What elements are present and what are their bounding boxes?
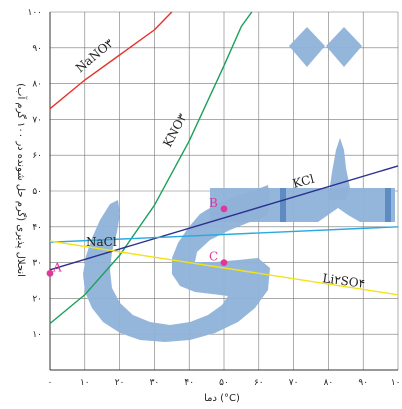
x-tick-label: ۶۰: [254, 378, 264, 388]
y-tick-label: ۳۰: [32, 259, 42, 269]
y-tick-label: ۱۰۰: [27, 8, 42, 18]
series-label-li2so4: Li۲SO۴: [322, 271, 366, 291]
axes: [49, 12, 398, 371]
x-tick-label: ۱۰: [80, 378, 90, 388]
x-tick-label: ۰: [48, 378, 53, 388]
watermark-bump-shape: [328, 138, 350, 200]
x-tick-label: ۹۰: [358, 378, 368, 388]
series-label-nacl: NaCl: [86, 235, 117, 249]
watermark-shapes: [83, 27, 395, 342]
series-line-1: [49, 11, 253, 325]
series-line-4: [49, 240, 399, 296]
series-line-0: [49, 11, 173, 110]
x-tick-label: ۵۰: [219, 378, 229, 388]
point-a-marker: [46, 269, 54, 277]
y-tick-label: ۶۰: [32, 151, 42, 161]
watermark-diamond-left: [289, 27, 325, 67]
tick-labels: ۰ ۱۰ ۲۰ ۳۰ ۴۰ ۵۰ ۶۰ ۷۰ ۸۰ ۹۰ ۱۰۰ ۱۰ ۲۰ ۳۰ ۴۰ ۵۰ ۶۰ ۷۰ ۸۰ ۹۰…: [27, 8, 402, 388]
watermark-letter-shape: [83, 185, 270, 342]
y-tick-label: ۲۰: [32, 294, 42, 304]
series-label-kno3: KNO۳: [160, 111, 189, 150]
y-tick-label: ۵۰: [32, 187, 42, 197]
y-tick-label: ۴۰: [32, 223, 42, 233]
point-b-label: B: [209, 196, 218, 210]
series-lines: [49, 11, 399, 325]
series-label-kcl: KCl: [291, 172, 316, 191]
watermark-diamond-right: [326, 27, 362, 67]
series-line-3: [49, 226, 399, 243]
y-tick-label: ۱۰: [32, 330, 42, 340]
x-tick-label: ۴۰: [184, 378, 194, 388]
point-c-label: C: [209, 250, 218, 264]
point-b-marker: [220, 205, 228, 213]
watermark-band-shape: [210, 188, 395, 222]
x-axis-title: دما (°C): [204, 393, 240, 404]
point-c-marker: [220, 259, 228, 266]
x-tick-label: ۱۰۰: [391, 378, 402, 388]
marked-points: A B C: [46, 196, 228, 277]
x-tick-label: ۷۰: [289, 378, 299, 388]
x-tick-label: ۲۰: [115, 378, 125, 388]
y-tick-label: ۸۰: [32, 80, 42, 90]
watermark-bar-2: [385, 188, 391, 222]
watermark-bar-1: [280, 188, 286, 222]
series-label-nano3: NaNO۳: [73, 36, 116, 76]
x-tick-label: ۸۰: [324, 378, 334, 388]
y-tick-label: ۷۰: [32, 115, 42, 125]
series-labels: NaNO۳ KNO۳ KCl NaCl Li۲SO۴: [73, 36, 366, 291]
series-line-2: [49, 165, 399, 271]
x-tick-label: ۳۰: [150, 378, 160, 388]
point-a-label: A: [52, 260, 62, 274]
y-axis-title: انحلال پذیری (گرم حل شونده در ۱۰۰ گرم آب…: [15, 83, 28, 277]
y-tick-label: ۹۰: [32, 44, 42, 54]
